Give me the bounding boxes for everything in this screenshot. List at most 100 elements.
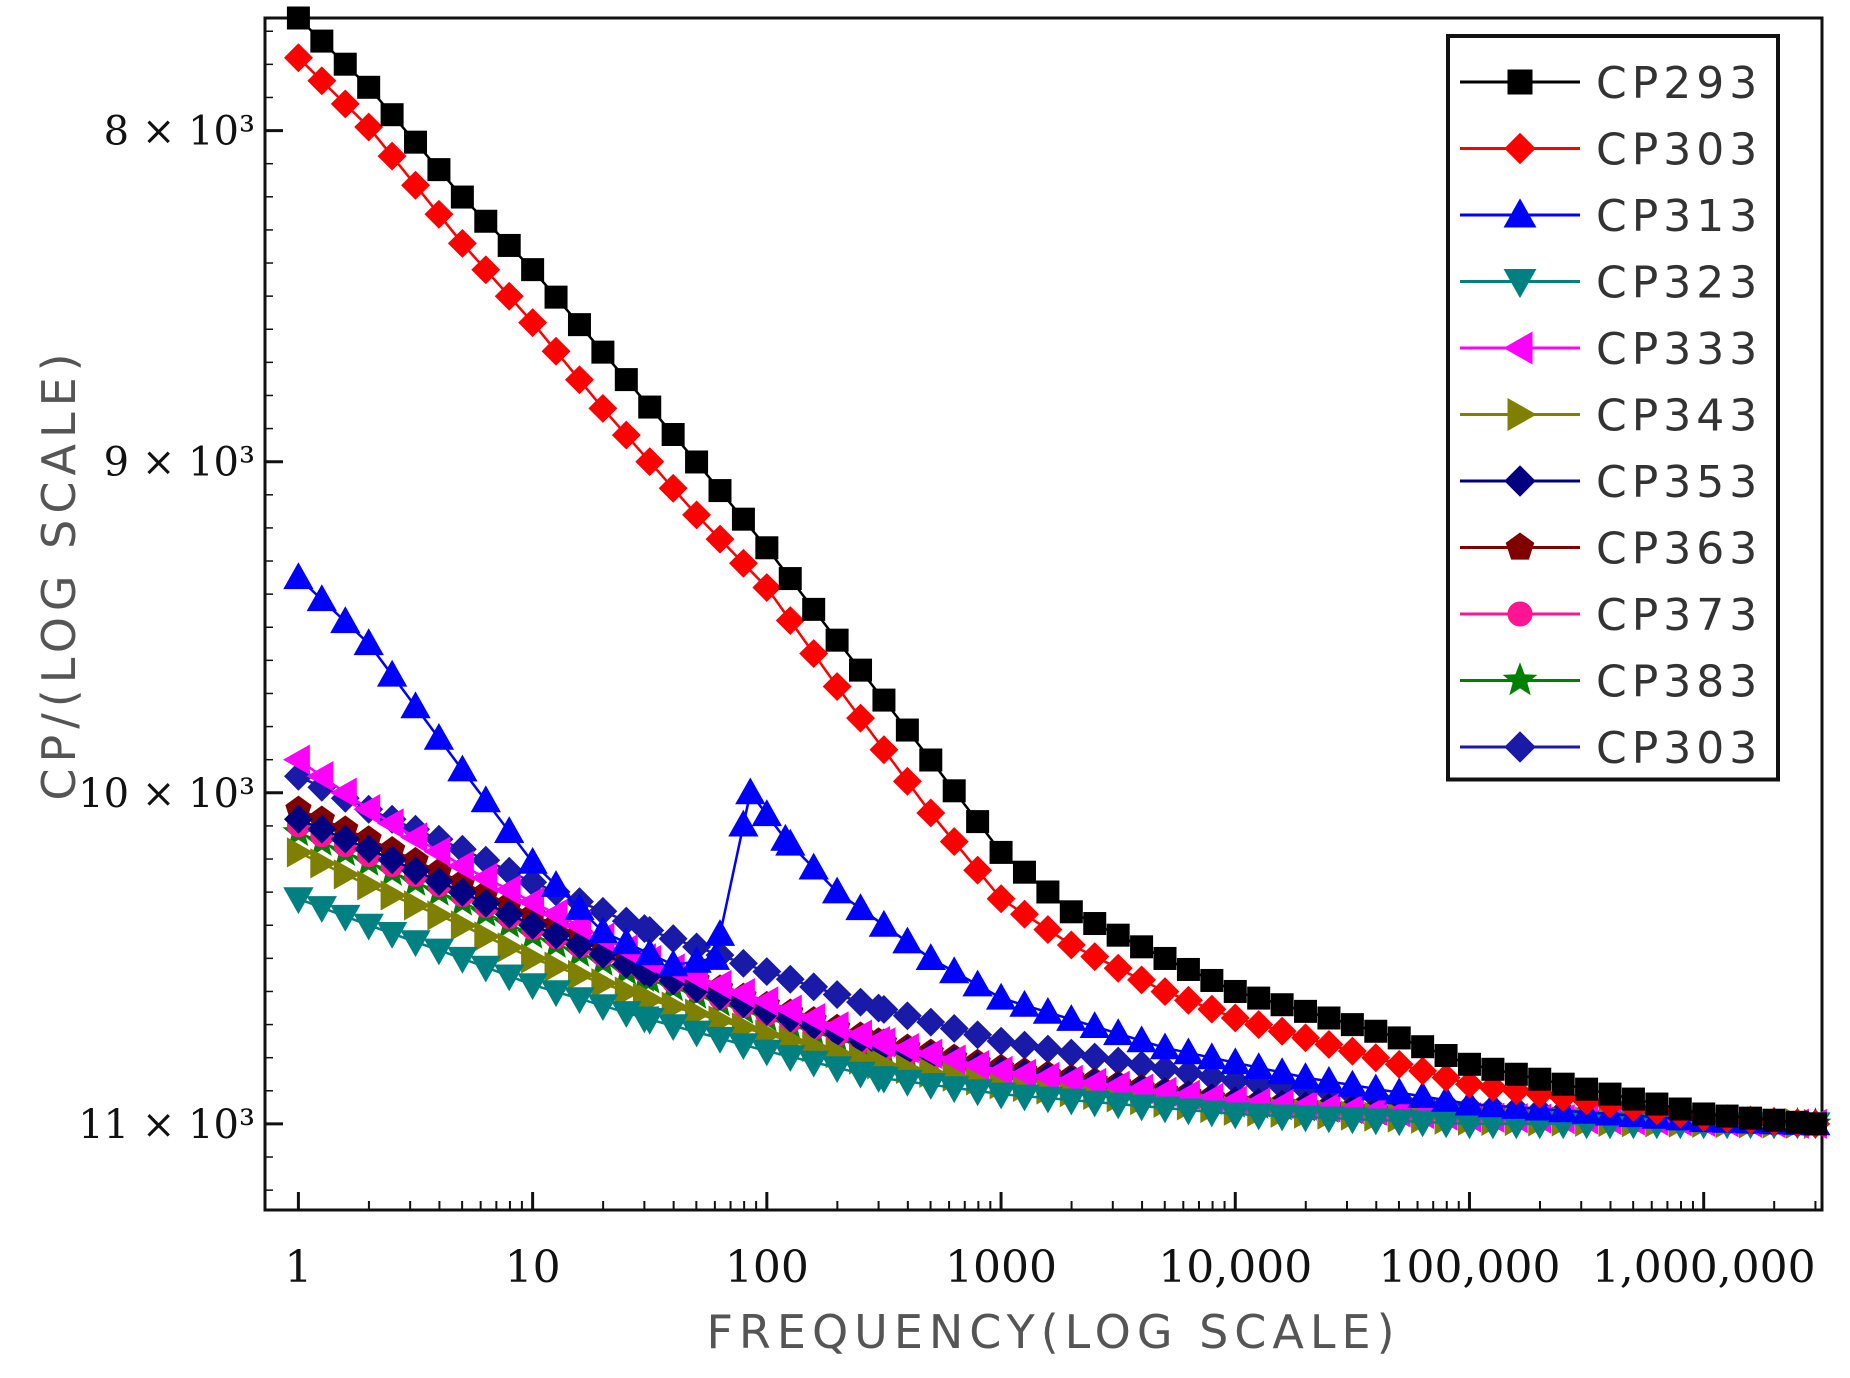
data-point-marker: [400, 691, 431, 719]
data-point-marker: [1267, 1016, 1297, 1046]
data-point-marker: [1220, 1102, 1251, 1130]
data-point-marker: [1528, 1067, 1552, 1091]
y-tick-label: 9 × 10³: [104, 440, 255, 486]
data-point-marker: [1290, 1105, 1321, 1133]
data-point-marker: [915, 1073, 946, 1100]
data-point-marker: [863, 1025, 891, 1057]
legend-item: CP313: [1460, 191, 1762, 242]
data-point-marker: [470, 785, 501, 813]
data-point-marker: [474, 209, 498, 233]
data-point-marker: [1692, 1102, 1716, 1126]
data-point-marker: [1434, 1044, 1458, 1068]
data-point-marker: [1715, 1104, 1739, 1128]
legend-label: CP293: [1596, 58, 1762, 109]
data-point-marker: [306, 761, 334, 792]
data-point-marker: [567, 313, 591, 337]
legend-label: CP313: [1596, 191, 1762, 242]
data-point-marker: [986, 1026, 1016, 1056]
data-point-marker: [682, 500, 712, 530]
data-point-marker: [632, 982, 660, 1014]
data-point-marker: [376, 659, 408, 687]
data-point-marker: [658, 924, 688, 954]
data-point-marker: [822, 672, 852, 702]
data-point-marker: [353, 628, 384, 656]
data-point-marker: [423, 836, 451, 867]
data-point-marker: [353, 794, 381, 825]
data-point-marker: [1803, 1112, 1827, 1136]
data-point-marker: [471, 888, 501, 918]
x-tick-label: 1: [284, 1242, 312, 1293]
data-point-marker: [587, 916, 619, 944]
x-tick-label: 10,000: [1158, 1242, 1312, 1293]
data-point-marker: [1454, 1088, 1485, 1116]
data-point-marker: [731, 507, 755, 531]
data-point-marker: [915, 1038, 943, 1069]
data-point-marker: [447, 754, 478, 782]
data-point-marker: [471, 255, 501, 285]
data-point-marker: [1243, 1052, 1274, 1080]
data-point-marker: [735, 777, 766, 805]
data-point-marker: [1033, 915, 1063, 945]
x-tick-label: 1000: [945, 1242, 1057, 1293]
data-point-marker: [661, 423, 685, 447]
data-point-marker: [541, 920, 571, 950]
data-point-marker: [1645, 1092, 1669, 1116]
x-tick-label: 100,000: [1378, 1242, 1560, 1293]
legend-item: CP373: [1460, 590, 1757, 641]
data-point-marker: [704, 919, 736, 946]
data-point-marker: [799, 972, 829, 1002]
data-point-marker: [1337, 1036, 1367, 1066]
data-point-marker: [1103, 1018, 1134, 1046]
data-point-marker: [1150, 977, 1180, 1007]
data-point-marker: [1430, 1111, 1462, 1139]
data-point-marker: [751, 986, 779, 1017]
legend-label: CP353: [1596, 457, 1762, 508]
data-point-marker: [564, 893, 595, 920]
data-point-marker: [1408, 1056, 1438, 1086]
data-point-marker: [494, 964, 525, 992]
data-point-marker: [1173, 1098, 1204, 1126]
data-point-marker: [591, 968, 619, 999]
legend-item: CP363: [1460, 524, 1757, 575]
data-point-marker: [1266, 1057, 1298, 1085]
data-point-marker: [1200, 968, 1224, 992]
legend-item: CP323: [1460, 258, 1757, 309]
data-point-marker: [864, 993, 894, 1023]
data-point-marker: [427, 900, 455, 931]
legend-item: CP353: [1460, 457, 1762, 508]
data-point-marker: [939, 956, 970, 984]
data-point-marker: [1032, 1061, 1060, 1093]
data-point-marker: [564, 365, 594, 395]
data-point-marker: [450, 185, 474, 209]
data-point-marker: [939, 1076, 970, 1104]
data-point-marker: [821, 1056, 853, 1084]
data-point-marker: [541, 336, 571, 366]
data-point-marker: [591, 340, 615, 364]
data-point-marker: [1457, 1052, 1481, 1076]
data-point-marker: [939, 1013, 969, 1043]
data-point-marker: [1430, 1084, 1462, 1112]
data-point-marker: [1220, 1003, 1250, 1033]
data-point-marker: [306, 584, 337, 612]
data-point-marker: [376, 808, 404, 839]
data-point-marker: [1196, 1100, 1227, 1128]
data-point-marker: [892, 926, 923, 954]
data-point-marker: [939, 827, 969, 857]
data-point-marker: [376, 922, 408, 949]
data-point-marker: [1431, 1063, 1461, 1093]
data-point-marker: [846, 987, 876, 1017]
data-point-marker: [963, 1020, 993, 1050]
legend-marker: [1503, 269, 1537, 299]
data-point-marker: [868, 909, 900, 937]
data-point-marker: [611, 927, 642, 955]
data-point-marker: [1127, 965, 1157, 995]
data-point-marker: [283, 887, 314, 915]
data-point-marker: [962, 1079, 993, 1107]
data-point-marker: [895, 718, 919, 742]
data-point-marker: [638, 395, 662, 419]
data-point-marker: [751, 799, 782, 827]
y-tick-label: 8 × 10³: [104, 109, 255, 155]
data-point-marker: [286, 6, 310, 30]
data-point-marker: [423, 938, 455, 966]
data-point-marker: [1079, 1011, 1110, 1038]
